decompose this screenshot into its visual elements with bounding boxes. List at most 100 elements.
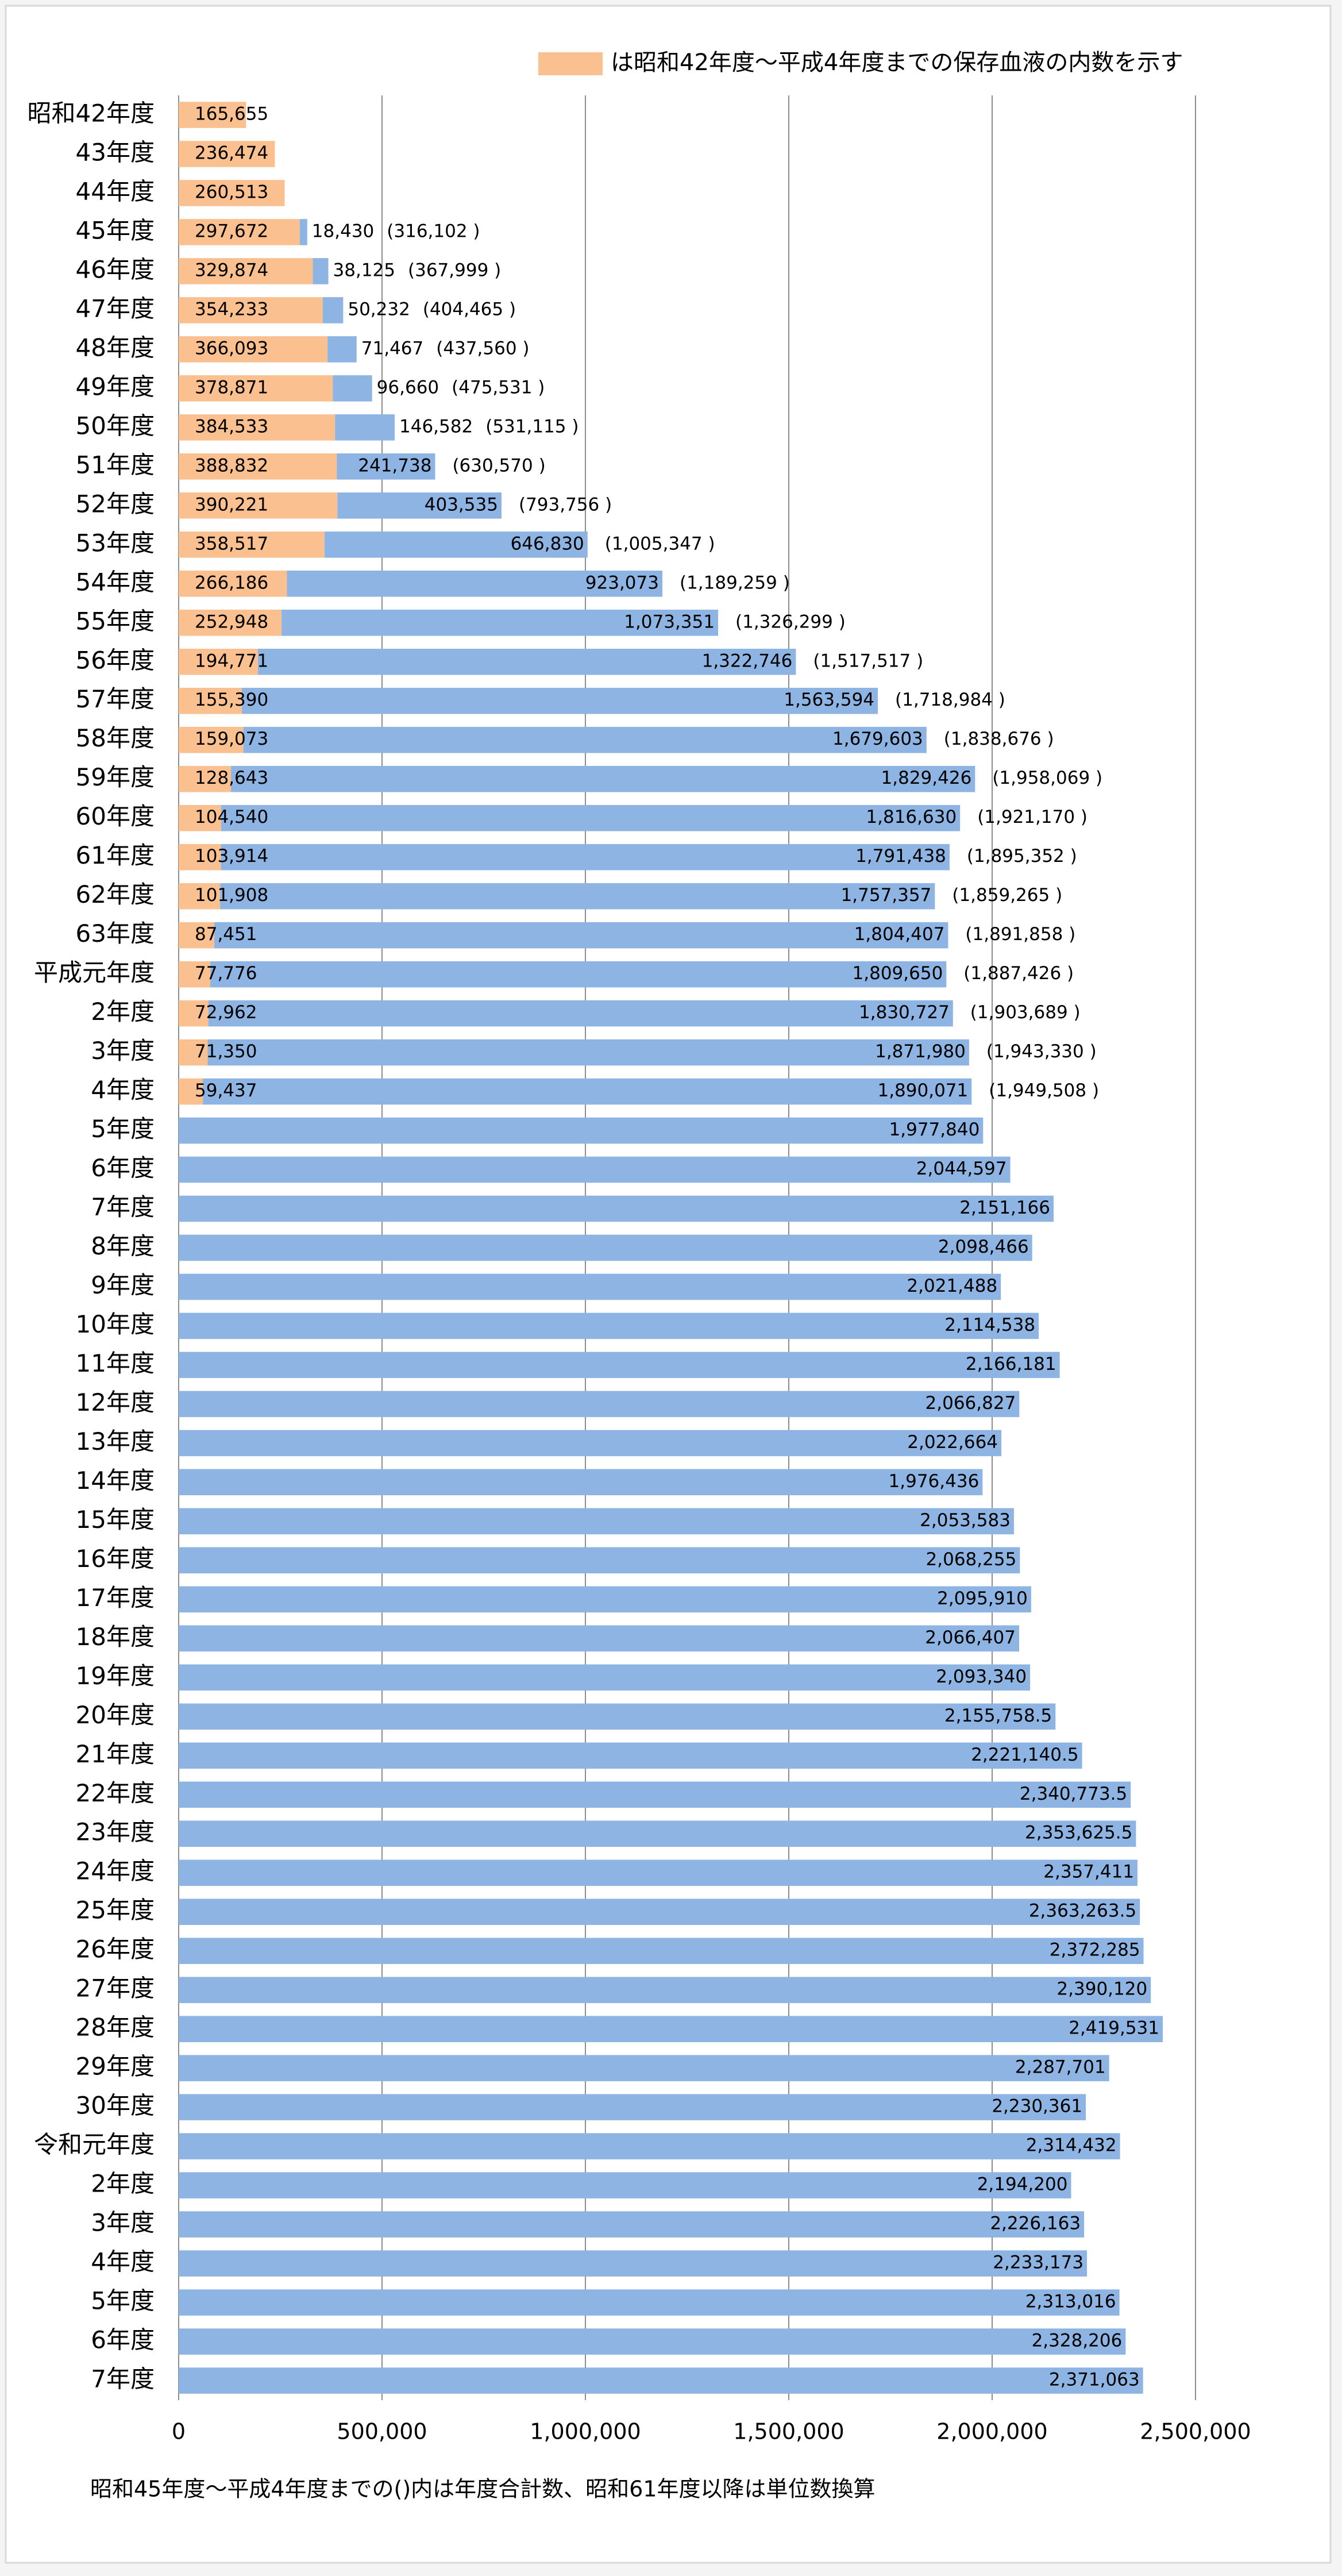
y-tick-label: 27年度 xyxy=(76,1974,155,2003)
value-label: 2,372,285 xyxy=(1050,1940,1140,1961)
y-tick-label: 24年度 xyxy=(76,1857,155,1885)
bar-segment xyxy=(210,961,947,988)
legend-swatch xyxy=(538,52,603,75)
total-label: (404,465 ) xyxy=(423,299,516,319)
y-tick-label: 2年度 xyxy=(91,998,155,1026)
bar-segment xyxy=(179,1273,1001,1300)
y-tick-label: 19年度 xyxy=(76,1662,155,1690)
value-label: 1,829,426 xyxy=(881,768,972,788)
value-label: 2,313,016 xyxy=(1025,2292,1116,2312)
y-tick-label: 13年度 xyxy=(76,1427,155,1456)
value-label: 1,322,746 xyxy=(702,650,793,671)
bar-segment xyxy=(179,1859,1138,1886)
bar-segment xyxy=(221,804,961,831)
y-tick-label: 15年度 xyxy=(76,1505,155,1534)
bar-segment xyxy=(242,687,878,714)
bar-segment xyxy=(179,219,300,245)
value-label: 2,053,583 xyxy=(920,1510,1011,1531)
bar-segment xyxy=(179,414,336,441)
x-tick-label: 1,500,000 xyxy=(733,2419,844,2444)
total-label: (1,859,265 ) xyxy=(952,885,1062,906)
bar-segment xyxy=(179,2250,1088,2277)
y-tick-label: 45年度 xyxy=(76,216,155,244)
bar-segment xyxy=(179,1430,1002,1457)
bar-segment xyxy=(179,765,232,792)
y-tick-label: 18年度 xyxy=(76,1623,155,1651)
value-label: 646,830 xyxy=(511,533,584,554)
value-label: 2,230,361 xyxy=(992,2096,1082,2117)
y-tick-label: 53年度 xyxy=(76,529,155,557)
y-tick-label: 6年度 xyxy=(91,2326,155,2354)
bar-segment xyxy=(231,765,975,792)
y-tick-label: 61年度 xyxy=(76,841,155,869)
value-label: 266,186 xyxy=(195,572,268,593)
value-label: 923,073 xyxy=(585,572,659,593)
value-label: 2,221,140.5 xyxy=(971,1745,1078,1765)
value-label: 103,914 xyxy=(195,846,268,867)
bar-segment xyxy=(179,1977,1151,2003)
bar-segment xyxy=(179,1547,1020,1574)
total-label: (1,718,984 ) xyxy=(895,690,1005,710)
bar-segment xyxy=(179,687,242,714)
bar-segment xyxy=(179,648,258,675)
total-label: (1,189,259 ) xyxy=(680,572,790,593)
value-label: 403,535 xyxy=(425,494,498,515)
value-label: 1,809,650 xyxy=(853,963,943,984)
bar-segment xyxy=(243,726,927,753)
y-tick-label: 22年度 xyxy=(76,1779,155,1807)
y-tick-label: 10年度 xyxy=(76,1310,155,1338)
bar-segment xyxy=(179,1899,1140,1925)
value-label: 297,672 xyxy=(195,221,268,241)
y-tick-label: 3年度 xyxy=(91,2209,155,2237)
value-label: 1,890,071 xyxy=(877,1080,968,1101)
bar-segment xyxy=(179,609,282,636)
bar-segment xyxy=(179,492,338,519)
bar-segment xyxy=(179,1469,983,1496)
bar-segment xyxy=(179,1000,209,1027)
y-tick-label: 20年度 xyxy=(76,1701,155,1729)
bar-segment xyxy=(179,258,313,284)
value-label: 2,194,200 xyxy=(977,2174,1068,2195)
y-tick-label: 60年度 xyxy=(76,802,155,830)
value-label: 2,287,701 xyxy=(1015,2057,1106,2078)
bar-segment xyxy=(322,297,344,324)
x-tick-label: 500,000 xyxy=(337,2419,427,2444)
bar-segment xyxy=(179,336,328,363)
y-tick-label: 令和元年度 xyxy=(34,2131,155,2159)
total-label: (437,560 ) xyxy=(436,338,529,359)
y-tick-label: 30年度 xyxy=(76,2092,155,2120)
value-label: 38,125 xyxy=(333,260,395,280)
value-label: 2,390,120 xyxy=(1056,1979,1147,2000)
bar-segment xyxy=(179,2328,1126,2355)
value-label: 1,976,436 xyxy=(889,1471,979,1492)
value-label: 72,962 xyxy=(195,1002,257,1023)
y-tick-label: 28年度 xyxy=(76,2013,155,2042)
total-label: (1,326,299 ) xyxy=(735,611,846,632)
value-label: 2,155,758.5 xyxy=(944,1705,1052,1726)
value-label: 2,095,910 xyxy=(937,1588,1028,1609)
value-label: 1,804,407 xyxy=(854,924,945,945)
footnote: 昭和45年度～平成4年度までの()内は年度合計数、昭和61年度以降は単位数換算 xyxy=(90,2477,876,2502)
bar-segment xyxy=(179,2172,1071,2198)
bar-segment xyxy=(179,1820,1136,1847)
value-label: 71,350 xyxy=(195,1041,257,1062)
value-label: 2,314,432 xyxy=(1026,2135,1117,2156)
y-tick-label: 11年度 xyxy=(76,1349,155,1377)
y-tick-label: 2年度 xyxy=(91,2170,155,2198)
value-label: 194,771 xyxy=(195,650,268,671)
bar-segment xyxy=(287,571,662,597)
y-tick-label: 4年度 xyxy=(91,1076,155,1104)
y-tick-label: 9年度 xyxy=(91,1271,155,1299)
value-label: 241,738 xyxy=(358,455,431,476)
total-label: (1,517,517 ) xyxy=(813,650,923,671)
bar-segment xyxy=(179,1938,1144,1964)
value-label: 329,874 xyxy=(195,260,268,280)
y-tick-label: 29年度 xyxy=(76,2053,155,2081)
value-label: 155,390 xyxy=(195,690,268,710)
bar-segment xyxy=(179,804,222,831)
legend-label: は昭和42年度～平成4年度までの保存血液の内数を示す xyxy=(611,49,1183,76)
value-label: 2,066,407 xyxy=(925,1627,1016,1648)
value-label: 18,430 xyxy=(312,221,374,241)
